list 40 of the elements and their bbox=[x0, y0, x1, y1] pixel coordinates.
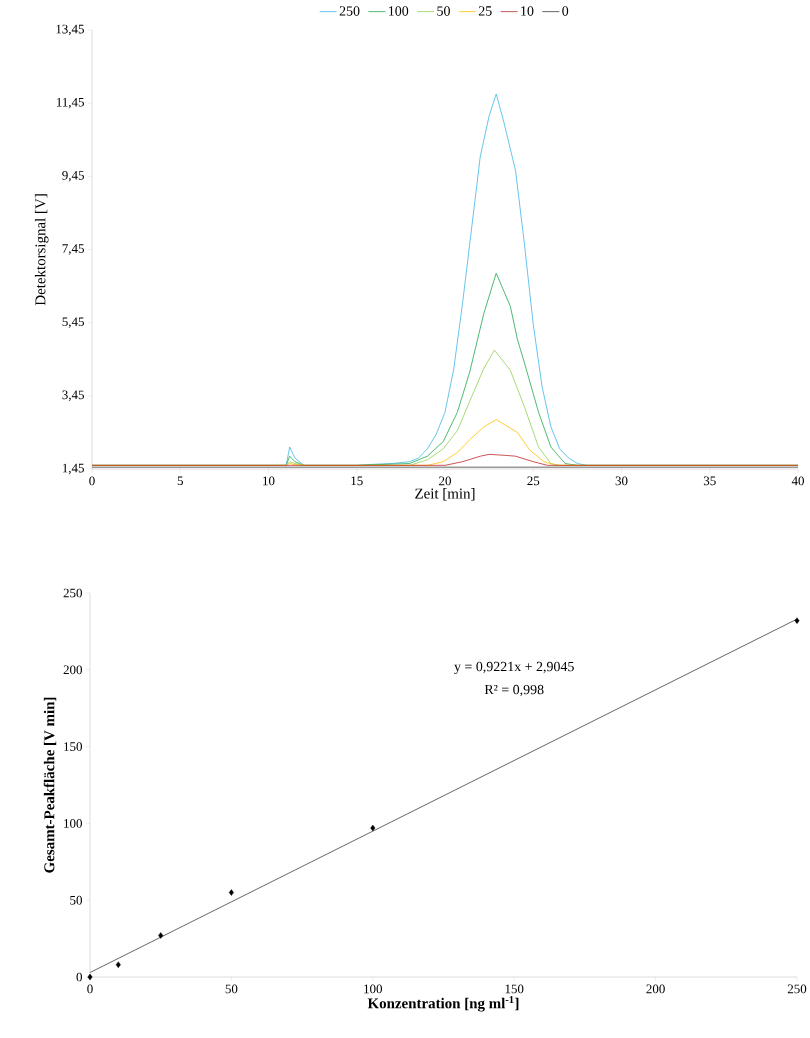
y-tick-label: 11,45 bbox=[56, 97, 84, 109]
x-tick-label: 0 bbox=[89, 476, 95, 486]
legend-label: 10 bbox=[521, 6, 534, 16]
x-tick-label: 15 bbox=[351, 476, 363, 486]
y-tick-label: 250 bbox=[63, 588, 82, 598]
y-tick-label: 50 bbox=[70, 895, 82, 905]
x-tick-label: 250 bbox=[787, 984, 807, 994]
x-axis-title: Konzentration [ng ml$^{-1}$] bbox=[367, 996, 519, 1012]
x-tick-label: 10 bbox=[263, 476, 275, 486]
y-tick-label: 0 bbox=[76, 972, 82, 982]
legend-label: 250 bbox=[339, 6, 360, 16]
y-tick-label: 200 bbox=[63, 665, 82, 675]
y-tick-label: 9,45 bbox=[62, 171, 84, 182]
y-tick-label: 7,45 bbox=[62, 244, 84, 255]
y-axis-title: Detektorsignal [V] bbox=[34, 194, 49, 306]
legend-label: 25 bbox=[478, 6, 492, 16]
legend-label: 50 bbox=[437, 6, 450, 16]
x-tick-label: 5 bbox=[177, 476, 183, 486]
y-tick-label: 3,45 bbox=[62, 390, 84, 402]
x-tick-label: 50 bbox=[225, 984, 238, 994]
x-tick-label: 0 bbox=[87, 984, 93, 994]
x-axis-title: Zeit [min] bbox=[415, 488, 475, 501]
x-tick-label: 100 bbox=[364, 984, 383, 994]
annotation: R² = 0,998 bbox=[484, 684, 544, 697]
x-tick-label: 25 bbox=[527, 476, 540, 486]
x-tick-label: 150 bbox=[505, 984, 524, 994]
y-tick-label: 1,45 bbox=[62, 463, 84, 475]
y-tick-label: 5,45 bbox=[62, 317, 84, 328]
x-tick-label: 200 bbox=[646, 984, 665, 994]
x-tick-label: 40 bbox=[791, 476, 804, 486]
x-tick-label: 30 bbox=[615, 476, 628, 486]
legend-label: 100 bbox=[389, 6, 409, 16]
y-tick-label: 150 bbox=[64, 742, 82, 751]
x-tick-label: 20 bbox=[439, 476, 451, 486]
y-tick-label: 100 bbox=[64, 819, 82, 828]
y-tick-label: 13,45 bbox=[56, 24, 84, 36]
annotation: y = 0,9221x + 2,9045 bbox=[454, 661, 574, 675]
y-axis-title: Gesamt-Peakfläche [V min] bbox=[43, 697, 57, 873]
x-tick-label: 35 bbox=[703, 476, 716, 486]
legend-label: 0 bbox=[562, 6, 569, 16]
